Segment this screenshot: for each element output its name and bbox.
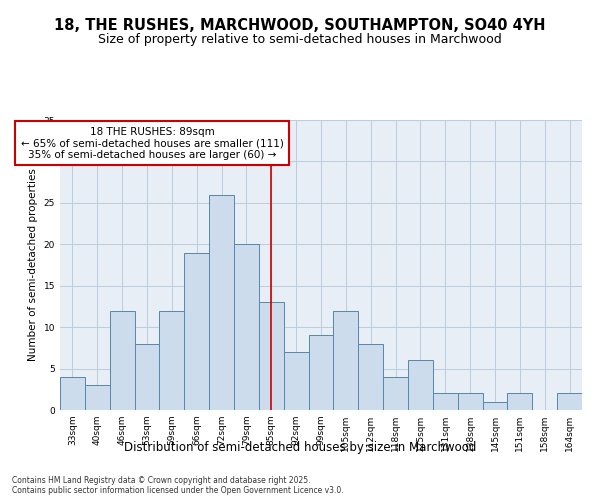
- Bar: [259, 302, 284, 410]
- Bar: [184, 252, 209, 410]
- Bar: [408, 360, 433, 410]
- Bar: [508, 394, 532, 410]
- Bar: [160, 310, 184, 410]
- Text: Distribution of semi-detached houses by size in Marchwood: Distribution of semi-detached houses by …: [124, 441, 476, 454]
- Bar: [334, 310, 358, 410]
- Bar: [134, 344, 160, 410]
- Text: 18 THE RUSHES: 89sqm
← 65% of semi-detached houses are smaller (111)
35% of semi: 18 THE RUSHES: 89sqm ← 65% of semi-detac…: [20, 126, 283, 160]
- Text: Size of property relative to semi-detached houses in Marchwood: Size of property relative to semi-detach…: [98, 32, 502, 46]
- Bar: [110, 310, 134, 410]
- Text: Contains HM Land Registry data © Crown copyright and database right 2025.
Contai: Contains HM Land Registry data © Crown c…: [12, 476, 344, 495]
- Bar: [482, 402, 508, 410]
- Bar: [284, 352, 308, 410]
- Bar: [234, 244, 259, 410]
- Bar: [85, 385, 110, 410]
- Bar: [557, 394, 582, 410]
- Bar: [60, 377, 85, 410]
- Bar: [308, 336, 334, 410]
- Text: 18, THE RUSHES, MARCHWOOD, SOUTHAMPTON, SO40 4YH: 18, THE RUSHES, MARCHWOOD, SOUTHAMPTON, …: [54, 18, 546, 32]
- Bar: [458, 394, 482, 410]
- Bar: [358, 344, 383, 410]
- Bar: [209, 194, 234, 410]
- Bar: [433, 394, 458, 410]
- Bar: [383, 377, 408, 410]
- Y-axis label: Number of semi-detached properties: Number of semi-detached properties: [28, 168, 38, 362]
